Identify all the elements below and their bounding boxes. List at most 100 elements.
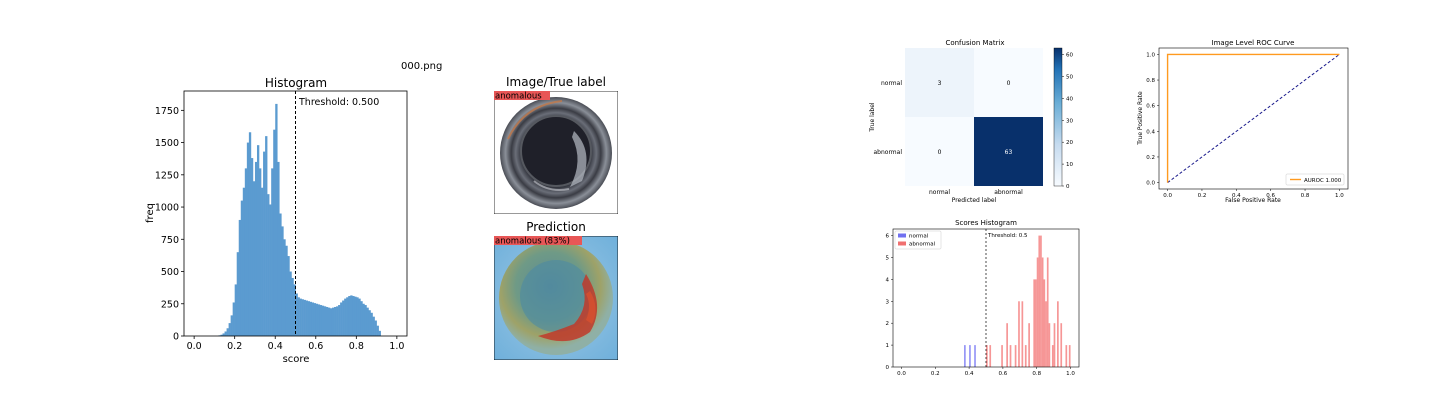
scores-bar-abnormal <box>1024 345 1027 367</box>
scores-legend-box <box>894 230 942 250</box>
histogram-bar <box>370 312 373 336</box>
histogram-bar <box>327 307 331 336</box>
histogram-bar <box>376 325 379 336</box>
confusion-xlabel: Predicted label <box>952 197 997 204</box>
roc-title: Image Level ROC Curve <box>1212 39 1295 47</box>
roc-diagonal-line <box>1167 54 1340 183</box>
scores-legend-abnormal: abnormal <box>909 242 936 248</box>
scores-bar-normal <box>969 345 971 367</box>
cm-value: 0 <box>1007 80 1011 87</box>
scores-xtick-label: 0.0 <box>897 371 906 377</box>
cm-cell-abnormal-normal <box>905 117 974 186</box>
prediction-panel: anomalous (83%) <box>494 236 618 360</box>
scores-ytick-label: 1 <box>886 343 890 349</box>
scores-bar-abnormal <box>1040 235 1042 367</box>
histogram-xtick-label: 0.4 <box>268 341 283 352</box>
scores-ytick-label: 5 <box>886 255 890 261</box>
scores-bar-abnormal <box>1051 345 1054 367</box>
cm-col-label: abnormal <box>994 189 1023 196</box>
histogram-bar <box>340 302 343 336</box>
histogram-bar <box>281 226 284 336</box>
cm-row-label: normal <box>881 80 902 87</box>
prediction-badge <box>494 236 582 245</box>
roc-ytick-label: 0.8 <box>1146 78 1155 84</box>
histogram-bar <box>352 296 355 336</box>
histogram-bar <box>224 331 227 336</box>
histogram-bar <box>295 293 298 336</box>
histogram-bar <box>374 320 377 336</box>
scores-ytick-label: 6 <box>886 234 890 240</box>
histogram-bar <box>305 300 308 336</box>
colorbar-tick-label: 60 <box>1066 53 1073 59</box>
roc-curve-line <box>1166 53 1340 183</box>
histogram-bar <box>236 252 240 336</box>
scores-xtick-label: 0.4 <box>965 371 974 377</box>
figure-title: 000.png <box>401 61 443 72</box>
scores-bar-abnormal <box>989 345 992 367</box>
histogram-bar <box>248 132 252 336</box>
histogram-bar <box>364 305 367 336</box>
true-label-badge-text: anomalous <box>495 92 542 102</box>
scores-bar-abnormal <box>1021 301 1024 367</box>
histogram-bar <box>244 168 248 336</box>
scores-bar-abnormal <box>1041 257 1044 367</box>
histogram-bar <box>301 299 304 336</box>
scores-bar-abnormal <box>1060 323 1063 367</box>
scores-bar-abnormal <box>1009 345 1012 367</box>
histogram-bar <box>336 306 339 336</box>
histogram-bar <box>256 145 260 336</box>
image-panel: anomalous <box>494 91 618 214</box>
histogram-bar <box>273 129 276 336</box>
prediction-panel-title: Prediction <box>526 220 586 234</box>
roc-xtick-label: 1.0 <box>1335 193 1344 199</box>
histogram-bar <box>321 305 325 336</box>
cm-row-label: abnormal <box>873 149 902 156</box>
scores-legend-normal: normal <box>909 234 929 240</box>
scores-bar-abnormal <box>986 345 988 367</box>
scores-bar-abnormal <box>1014 345 1017 367</box>
scores-bar-normal <box>974 345 976 367</box>
histogram-bar <box>334 306 337 336</box>
histogram-bar <box>279 213 282 336</box>
histogram-bar <box>368 310 371 336</box>
roc-curve-chart: Image Level ROC Curve 0.0 0.2 0.4 0.6 0.8 1.0… <box>1137 39 1349 204</box>
histogram-bar <box>242 187 246 336</box>
histogram-bar <box>226 328 229 336</box>
histogram-bar <box>360 301 363 336</box>
colorbar-tick-label: 30 <box>1066 118 1073 124</box>
cm-value: 3 <box>938 80 942 87</box>
scores-bar-abnormal <box>1038 235 1041 367</box>
histogram-bar <box>230 315 233 336</box>
histogram-bar <box>315 303 319 336</box>
histogram-bar <box>303 299 306 336</box>
histogram-xlabel: score <box>283 354 310 365</box>
scores-bar-abnormal <box>1065 345 1068 367</box>
scores-bar-abnormal <box>1068 345 1071 367</box>
cm-value: 0 <box>938 149 942 156</box>
scores-bar-abnormal <box>1045 301 1047 367</box>
histogram-bar <box>254 161 258 336</box>
histogram-bar <box>354 296 357 336</box>
histogram-bar <box>261 187 264 336</box>
histogram-bar <box>366 307 369 336</box>
roc-ytick-label: 0.4 <box>1146 129 1155 135</box>
histogram-ytick-label: 250 <box>161 299 179 310</box>
histogram-bar <box>311 302 315 336</box>
cm-cell-abnormal-abnormal <box>974 117 1043 186</box>
histogram-title: Histogram <box>265 76 327 90</box>
histogram-ytick-label: 500 <box>161 267 179 278</box>
roc-xtick-label: 0.0 <box>1163 193 1172 199</box>
cm-col-label: normal <box>929 189 950 196</box>
histogram-bar <box>325 306 329 336</box>
scores-legend-swatch-normal <box>898 233 906 238</box>
histogram-bar <box>323 306 327 336</box>
colorbar-tick-label: 40 <box>1066 96 1073 102</box>
image-panel-title: Image/True label <box>506 75 606 89</box>
histogram-bar <box>222 333 225 336</box>
histogram-bar <box>232 302 235 336</box>
histogram-bar <box>228 323 231 336</box>
histogram-bar <box>342 300 345 336</box>
colorbar-tick-label: 50 <box>1066 74 1073 80</box>
roc-xlabel: False Positive Rate <box>1225 197 1281 204</box>
scores-legend-swatch-abnormal <box>898 241 906 246</box>
